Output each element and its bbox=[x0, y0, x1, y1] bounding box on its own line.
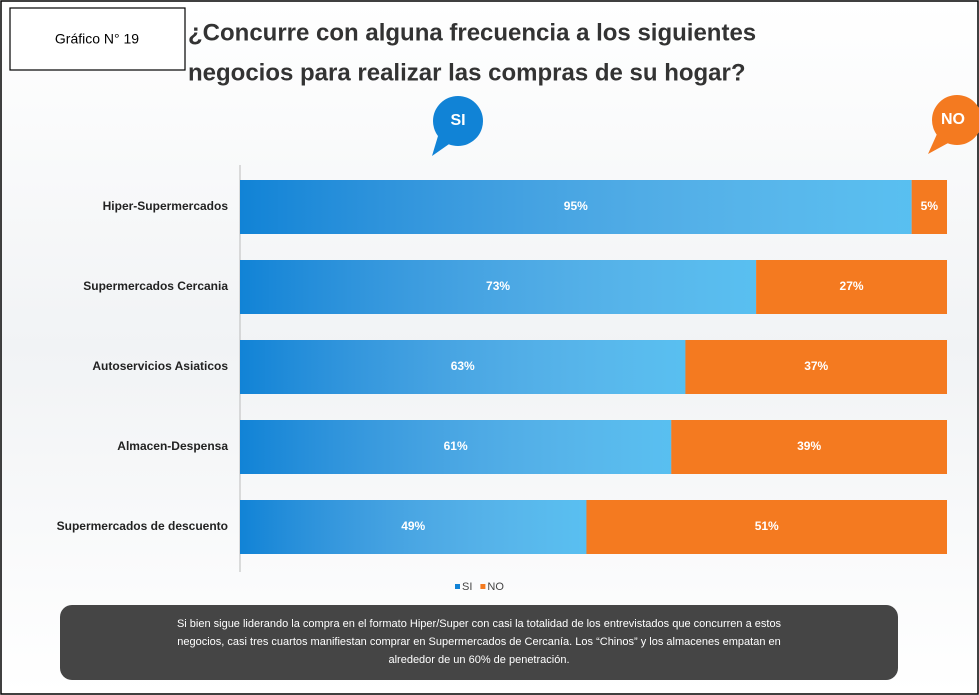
bar-shine bbox=[240, 500, 587, 554]
category-label: Almacen-Despensa bbox=[117, 439, 228, 453]
legend-swatch bbox=[455, 584, 460, 589]
bar-shine bbox=[240, 260, 757, 314]
bubble-label: SI bbox=[450, 112, 465, 129]
value-label: 73% bbox=[486, 279, 510, 293]
bubble bbox=[433, 96, 483, 146]
value-label: 27% bbox=[840, 279, 864, 293]
title-line: negocios para realizar las compras de su… bbox=[188, 59, 746, 86]
bar-segment bbox=[685, 340, 947, 394]
legend-swatch bbox=[480, 584, 486, 589]
category-label: Autoservicios Asiaticos bbox=[92, 359, 228, 373]
bubble-label: NO bbox=[941, 111, 965, 128]
value-label: 63% bbox=[451, 359, 475, 373]
note-box bbox=[60, 605, 898, 680]
note-line: alrededor de un 60% de penetración. bbox=[388, 654, 569, 666]
badge: Gráfico N° 19 bbox=[55, 31, 139, 47]
bar-shine bbox=[240, 180, 912, 234]
value-label: 39% bbox=[797, 439, 821, 453]
legend-label: SI bbox=[462, 581, 472, 593]
value-label: 5% bbox=[921, 199, 939, 213]
bar-shine bbox=[240, 420, 672, 474]
category-label: Supermercados Cercania bbox=[83, 279, 228, 293]
note-line: negocios, casi tres cuartos manifiestan … bbox=[177, 636, 780, 648]
value-label: 49% bbox=[401, 519, 425, 533]
bar-segment bbox=[911, 180, 947, 234]
bubble bbox=[932, 95, 979, 145]
bar-shine bbox=[240, 340, 686, 394]
title-line: ¿Concurre con alguna frecuencia a los si… bbox=[188, 19, 756, 46]
category-label: Supermercados de descuento bbox=[57, 519, 228, 533]
value-label: 37% bbox=[804, 359, 828, 373]
bar-segment bbox=[756, 260, 947, 314]
value-label: 51% bbox=[755, 519, 779, 533]
value-label: 95% bbox=[564, 199, 588, 213]
badge-box bbox=[9, 7, 186, 71]
note-line: Si bien sigue liderando la compra en el … bbox=[177, 618, 782, 630]
legend-label: NO bbox=[487, 581, 504, 593]
bar-segment bbox=[671, 420, 947, 474]
value-label: 61% bbox=[444, 439, 468, 453]
bar-segment bbox=[586, 500, 947, 554]
category-label: Hiper-Supermercados bbox=[103, 199, 229, 213]
